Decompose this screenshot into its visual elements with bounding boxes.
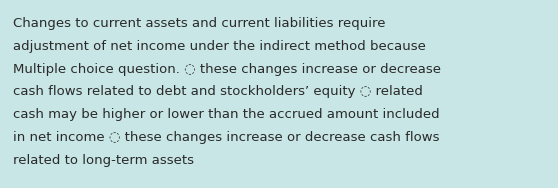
Text: Changes to current assets and current liabilities require: Changes to current assets and current li… xyxy=(13,17,386,30)
Text: Multiple choice question. ◌ these changes increase or decrease: Multiple choice question. ◌ these change… xyxy=(13,63,441,76)
Text: cash flows related to debt and stockholders’ equity ◌ related: cash flows related to debt and stockhold… xyxy=(13,85,423,98)
Text: adjustment of net income under the indirect method because: adjustment of net income under the indir… xyxy=(13,40,426,53)
Text: cash may be higher or lower than the accrued amount included: cash may be higher or lower than the acc… xyxy=(13,108,440,121)
Text: in net income ◌ these changes increase or decrease cash flows: in net income ◌ these changes increase o… xyxy=(13,131,440,144)
Text: related to long-term assets: related to long-term assets xyxy=(13,154,194,167)
